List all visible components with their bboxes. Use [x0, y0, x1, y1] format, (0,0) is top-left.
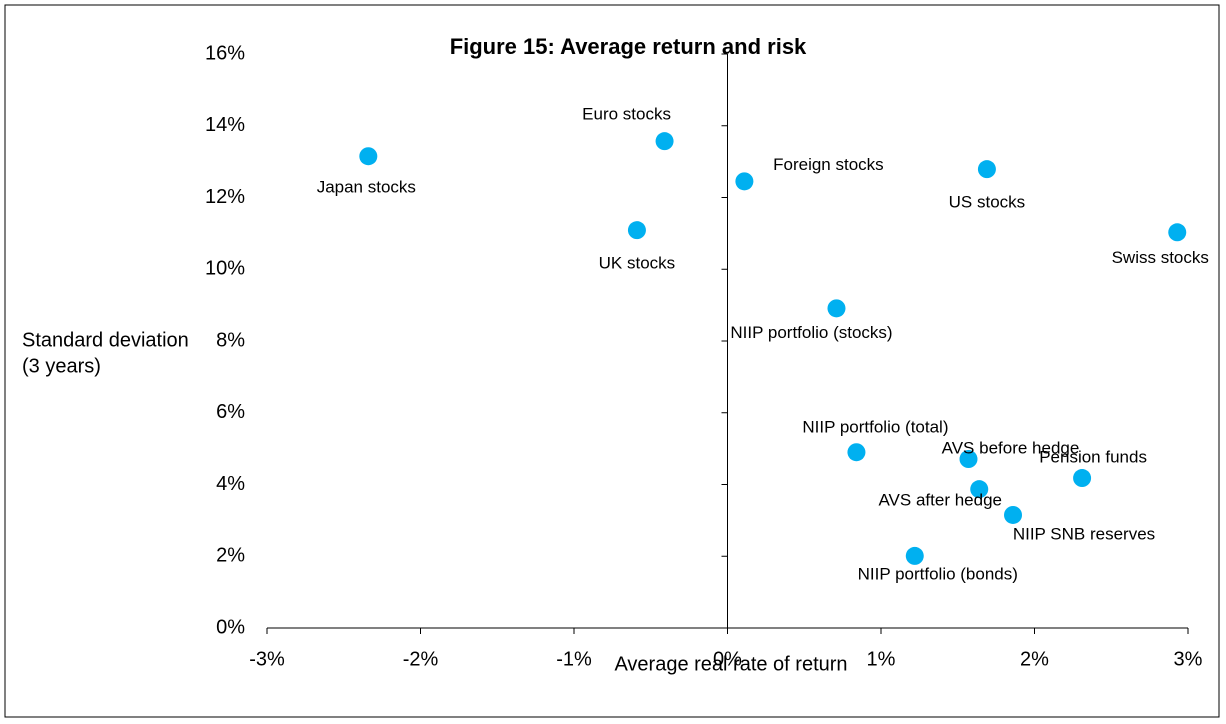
point: [735, 172, 754, 191]
x-axis-label: Average real rate of return: [614, 653, 847, 675]
point: [1073, 469, 1092, 488]
x-tick-label: -3%: [249, 648, 285, 670]
y-tick-label: 4%: [216, 473, 245, 495]
y-tick-label: 12%: [205, 186, 245, 208]
point-label: NIIP portfolio (bonds): [858, 564, 1018, 583]
y-tick-label: 16%: [205, 42, 245, 64]
x-tick-label: 3%: [1174, 648, 1203, 670]
point: [1004, 505, 1023, 524]
y-tick-label: 8%: [216, 329, 245, 351]
point: [627, 221, 646, 240]
point-label: Foreign stocks: [773, 155, 884, 174]
point-label: Japan stocks: [317, 178, 416, 197]
point-label: NIIP portfolio (total): [802, 418, 948, 437]
y-tick-label: 2%: [216, 545, 245, 567]
point-label: UK stocks: [599, 254, 676, 273]
point: [827, 299, 846, 318]
point: [655, 132, 674, 151]
point-label: Swiss stocks: [1112, 248, 1209, 267]
y-tick-label: 6%: [216, 401, 245, 423]
point: [959, 450, 978, 469]
point-label: US stocks: [949, 193, 1026, 212]
y-tick-label: 0%: [216, 616, 245, 638]
point-label: Pension funds: [1039, 448, 1147, 467]
frame: [4, 4, 1220, 718]
x-tick-label: 1%: [867, 648, 896, 670]
point-label: AVS before hedge: [942, 439, 1080, 458]
y-axis-label: (3 years): [22, 355, 101, 377]
y-tick-label: 14%: [205, 114, 245, 136]
point: [977, 160, 996, 179]
y-tick-label: 10%: [205, 258, 245, 280]
x-tick-label: 2%: [1020, 648, 1049, 670]
point-label: NIIP portfolio (stocks): [730, 323, 892, 342]
point: [1168, 223, 1187, 242]
x-tick-label: -2%: [403, 648, 439, 670]
point: [359, 147, 378, 166]
point: [847, 443, 866, 462]
point-label: Euro stocks: [582, 105, 671, 124]
point: [970, 480, 989, 499]
x-tick-label: 0%: [713, 648, 742, 670]
chart-title: Figure 15: Average return and risk: [450, 34, 807, 59]
point-label: AVS after hedge: [878, 491, 1002, 510]
point-label: NIIP SNB reserves: [1013, 524, 1155, 543]
point: [905, 546, 924, 565]
x-tick-label: -1%: [556, 648, 592, 670]
y-axis-label: Standard deviation: [22, 329, 189, 351]
